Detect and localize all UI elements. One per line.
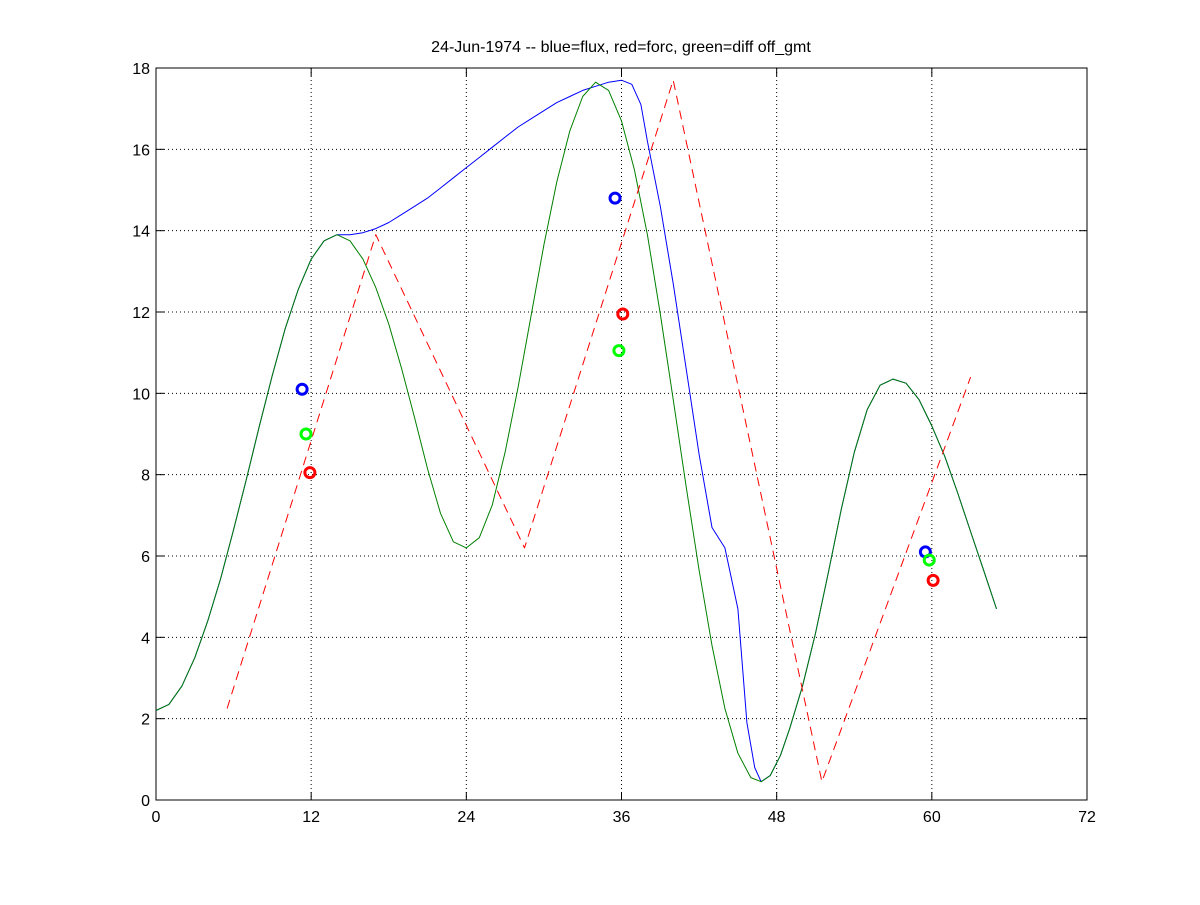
x-tick-label: 0 [152, 809, 161, 826]
series-line-diff [155, 81, 997, 783]
y-tick-label: 18 [132, 61, 150, 78]
series-layer [155, 79, 997, 783]
x-tick-label: 48 [768, 809, 786, 826]
y-tick-label: 8 [141, 468, 150, 485]
x-tick-label: 72 [1078, 809, 1096, 826]
marker-flux [608, 191, 622, 205]
marker-forc [926, 573, 940, 587]
marker-forc [616, 307, 630, 321]
marker-diff [299, 427, 313, 441]
plot-area [156, 68, 1087, 800]
y-tick-label: 0 [141, 793, 150, 810]
x-tick-label: 12 [302, 809, 320, 826]
y-tick-label: 16 [132, 142, 150, 159]
marker-flux [295, 382, 309, 396]
y-tick-label: 14 [132, 224, 150, 241]
y-tick-label: 10 [132, 386, 150, 403]
y-tick-label: 12 [132, 305, 150, 322]
chart-title: 24-Jun-1974 -- blue=flux, red=forc, gree… [431, 39, 811, 56]
x-tick-label: 36 [613, 809, 631, 826]
marker-forc [303, 466, 317, 480]
x-tick-label: 24 [457, 809, 475, 826]
marker-diff [922, 553, 936, 567]
marker-diff [612, 344, 626, 358]
y-tick-label: 4 [141, 630, 150, 647]
y-tick-label: 6 [141, 549, 150, 566]
series-line-forc [226, 79, 972, 783]
marker-layer [295, 191, 940, 587]
y-tick-label: 2 [141, 712, 150, 729]
x-tick-label: 60 [923, 809, 941, 826]
